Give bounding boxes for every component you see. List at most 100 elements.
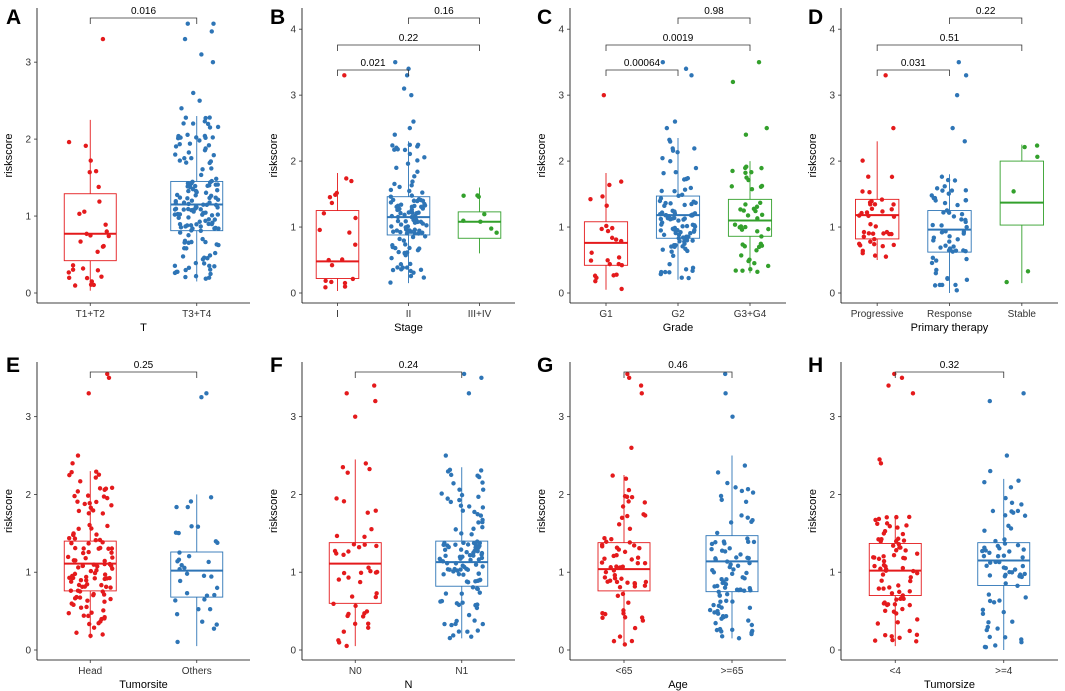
data-point <box>175 211 180 217</box>
data-point <box>461 218 466 223</box>
data-point <box>742 463 748 468</box>
data-point <box>684 237 689 242</box>
data-point <box>191 209 196 214</box>
data-point <box>868 202 873 207</box>
outlier-point <box>1004 453 1010 458</box>
data-point <box>891 202 896 207</box>
data-point <box>95 249 100 254</box>
y-tick-label: 1 <box>558 223 564 234</box>
data-point <box>945 276 950 281</box>
data-point <box>963 217 968 223</box>
outlier-point <box>199 52 204 57</box>
outlier-point <box>764 125 769 131</box>
x-tick-label: G3+G4 <box>734 309 767 320</box>
outlier-point <box>899 375 905 380</box>
data-point <box>739 227 745 232</box>
data-point <box>671 227 677 232</box>
y-tick-label: 3 <box>829 91 835 102</box>
data-point <box>889 634 894 639</box>
x-tick-label: N1 <box>455 666 468 677</box>
outlier-point <box>756 59 762 65</box>
data-point <box>690 238 695 243</box>
data-point <box>880 209 885 214</box>
data-point <box>592 273 598 278</box>
data-point <box>403 227 409 232</box>
outlier-point <box>639 391 644 396</box>
data-point <box>395 207 400 213</box>
outlier-point <box>185 21 190 26</box>
y-tick-label: 1 <box>829 223 835 234</box>
outlier-point <box>70 461 75 466</box>
data-point <box>963 198 969 203</box>
y-tick-label: 1 <box>558 568 564 579</box>
p-value-label: 0.00064 <box>624 58 661 69</box>
data-point <box>405 161 411 166</box>
x-tick-label: II <box>406 309 412 320</box>
data-point <box>173 144 179 149</box>
data-point <box>473 562 479 567</box>
data-point <box>95 268 101 273</box>
data-point <box>412 227 418 232</box>
panel-F: F 0 1 2 3 riskscore N N0 N1 0.24 <box>268 354 515 691</box>
data-point <box>715 583 720 589</box>
outlier-point <box>86 391 91 396</box>
data-point <box>879 578 884 583</box>
data-point <box>342 284 348 289</box>
data-point <box>203 115 208 121</box>
data-point <box>600 194 605 199</box>
data-point <box>439 491 444 496</box>
data-point <box>755 216 760 221</box>
data-point <box>991 600 997 605</box>
data-point <box>365 510 370 515</box>
data-point <box>940 188 945 193</box>
data-point <box>867 190 872 195</box>
data-point <box>765 263 771 269</box>
data-point <box>754 204 760 209</box>
data-point <box>407 245 412 251</box>
box-0 <box>63 540 117 592</box>
data-point <box>686 275 691 281</box>
data-point <box>467 504 472 509</box>
data-point <box>872 638 878 643</box>
box-0 <box>315 210 360 279</box>
data-point <box>690 212 696 218</box>
data-point <box>344 643 349 649</box>
data-point <box>881 562 887 568</box>
data-point <box>72 493 77 499</box>
data-point <box>890 637 895 643</box>
data-point <box>669 249 674 254</box>
data-point <box>603 569 609 575</box>
data-point <box>92 576 97 581</box>
data-point <box>739 488 745 494</box>
data-point <box>346 575 351 580</box>
data-point <box>78 239 83 244</box>
data-point <box>180 254 186 259</box>
data-point <box>65 554 71 560</box>
data-point <box>397 184 402 190</box>
data-point <box>676 193 681 199</box>
data-point <box>451 481 456 486</box>
data-point <box>186 553 192 559</box>
y-tick-label: 2 <box>290 157 296 168</box>
data-point <box>952 178 958 183</box>
y-tick-label: 2 <box>25 490 31 501</box>
data-point <box>731 567 736 572</box>
data-point <box>632 584 638 589</box>
data-point <box>206 217 212 222</box>
data-point <box>327 195 333 200</box>
x-axis-title: Tumorsite <box>119 679 168 691</box>
data-point <box>207 115 212 120</box>
data-point <box>181 200 187 205</box>
data-point <box>733 268 738 273</box>
data-point <box>202 119 208 124</box>
data-point <box>193 188 199 194</box>
data-point <box>398 210 403 216</box>
data-point <box>642 560 648 566</box>
data-point <box>471 553 476 558</box>
data-point <box>942 184 947 189</box>
data-point <box>87 621 92 627</box>
data-point <box>1003 572 1008 577</box>
data-point <box>718 493 724 499</box>
data-point <box>445 567 451 572</box>
data-point <box>637 545 642 551</box>
